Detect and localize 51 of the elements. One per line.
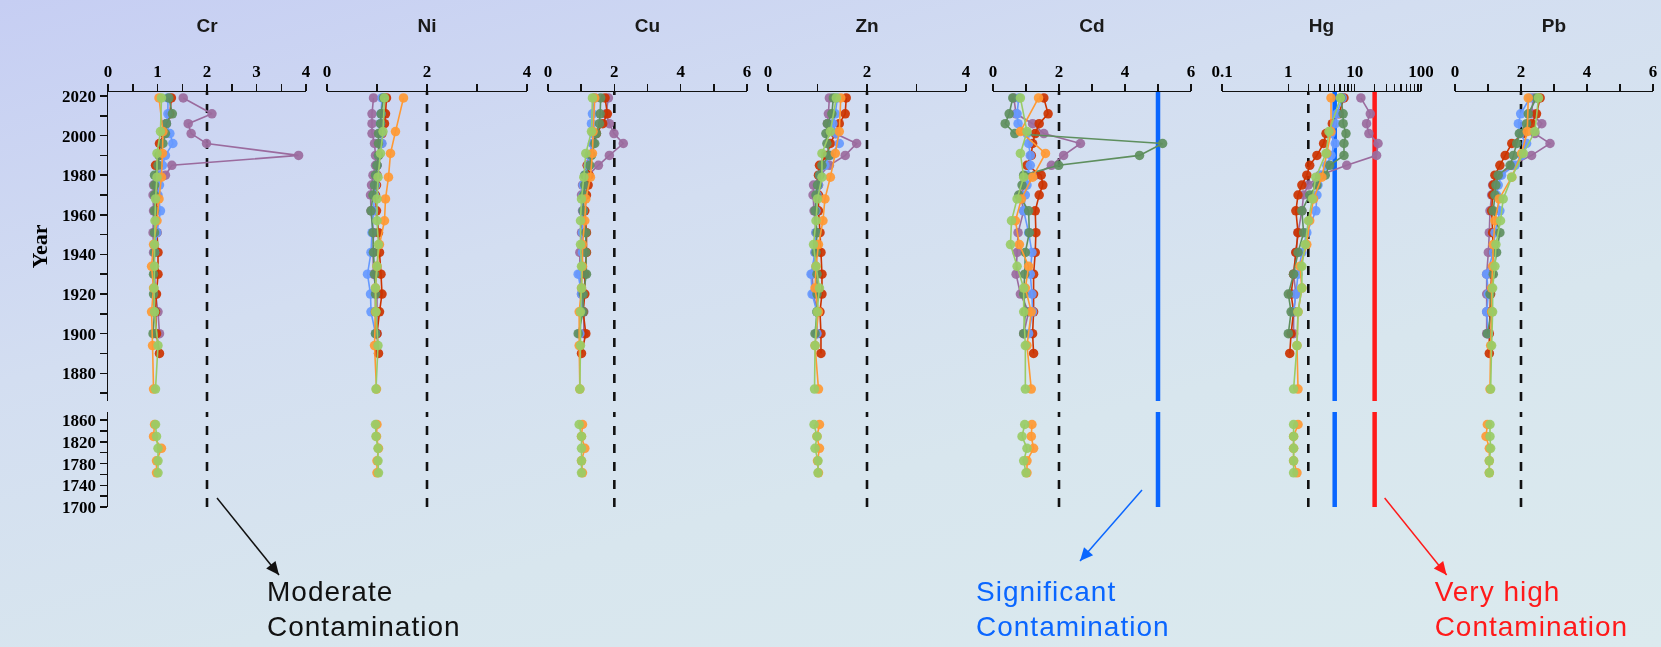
x-tick-label: 2 — [1054, 61, 1064, 81]
x-tick-label: 0 — [763, 61, 773, 81]
x-tick-label: 4 — [301, 61, 311, 81]
x-tick-label: 4 — [1582, 61, 1592, 81]
y-tick-label: 1960 — [62, 205, 97, 225]
y-tick-label: 1980 — [62, 166, 97, 186]
legend-label: Very high Contamination — [1434, 575, 1629, 644]
x-tick-label: 0 — [322, 61, 332, 81]
chart-title: Cr — [196, 14, 219, 36]
x-tick-label: 6 — [1648, 61, 1658, 81]
legend-label: Moderate Contamination — [267, 575, 461, 644]
x-tick-label: 1 — [153, 61, 162, 81]
x-tick-label: 0 — [1450, 61, 1460, 81]
x-tick-label: 4 — [522, 61, 532, 81]
legend-label: Significant Contamination — [976, 575, 1170, 644]
x-tick-label: 2 — [610, 61, 619, 81]
x-tick-label: 0 — [103, 61, 113, 81]
x-tick-label: 10 — [1346, 61, 1364, 81]
x-tick-label: 4 — [961, 61, 971, 81]
y-tick-label: 1700 — [62, 497, 97, 517]
chart-title: Pb — [1541, 14, 1567, 36]
y-tick-label: 2020 — [62, 86, 97, 106]
x-tick-label: 2 — [422, 61, 432, 81]
x-tick-label: 0.1 — [1211, 61, 1233, 81]
y-tick-label: 2000 — [62, 126, 97, 146]
y-tick-label: 1860 — [62, 411, 97, 431]
x-tick-label: 2 — [862, 61, 872, 81]
chart-title: Cd — [1079, 14, 1105, 36]
x-tick-label: 4 — [1120, 61, 1130, 81]
y-tick-label: 1780 — [62, 454, 97, 474]
x-tick-label: 100 — [1408, 61, 1434, 81]
y-tick-label: 1740 — [62, 476, 97, 496]
x-tick-label: 1 — [1284, 61, 1293, 81]
chart-title: Zn — [855, 14, 879, 36]
x-tick-label: 0 — [988, 61, 998, 81]
chart-title: Cu — [634, 14, 661, 36]
y-tick-label: 1940 — [62, 245, 97, 265]
x-tick-label: 0 — [543, 61, 553, 81]
x-tick-label: 6 — [1186, 61, 1196, 81]
x-tick-label: 2 — [202, 61, 212, 81]
x-tick-label: 3 — [252, 61, 261, 81]
x-tick-label: 6 — [742, 61, 752, 81]
y-axis-title: Year — [27, 224, 53, 269]
x-tick-label: 2 — [1516, 61, 1526, 81]
chart-title: Ni — [417, 14, 437, 36]
y-tick-label: 1820 — [62, 432, 97, 452]
y-tick-label: 1900 — [62, 324, 97, 344]
x-tick-label: 4 — [676, 61, 686, 81]
y-tick-label: 1880 — [62, 364, 97, 384]
y-tick-label: 1920 — [62, 284, 97, 304]
chart-title: Hg — [1308, 14, 1335, 36]
